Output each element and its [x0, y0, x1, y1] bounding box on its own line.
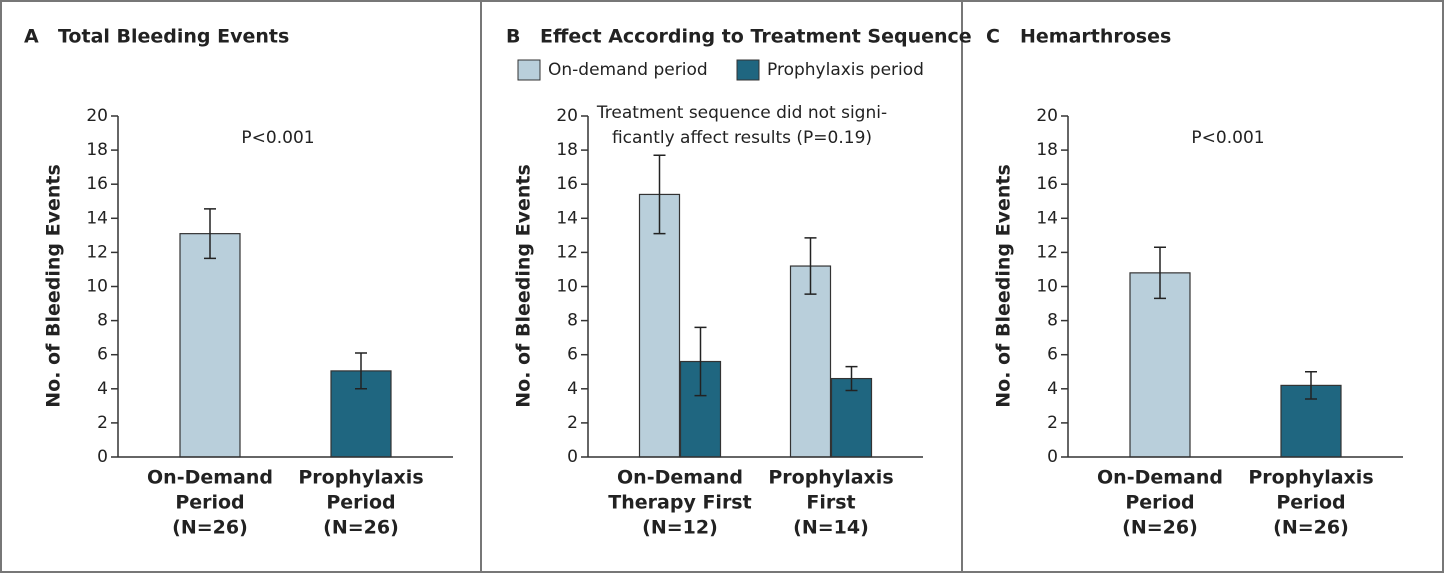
legend-label: On-demand period [548, 60, 708, 80]
y-tick-label: 12 [1036, 242, 1058, 262]
y-tick-label: 18 [86, 140, 108, 160]
y-tick-label: 14 [556, 208, 578, 228]
panel-letter: B [506, 26, 520, 48]
y-tick-label: 20 [1036, 106, 1058, 126]
y-tick-label: 12 [556, 242, 578, 262]
y-tick-label: 14 [1036, 208, 1058, 228]
y-axis-label: No. of Bleeding Events [513, 164, 535, 408]
y-tick-label: 2 [97, 413, 108, 433]
annotation: Treatment sequence did not signi- [596, 103, 887, 123]
y-tick-label: 16 [1036, 174, 1058, 194]
x-tick-label: Period [326, 492, 395, 514]
y-tick-label: 4 [567, 379, 578, 399]
y-tick-label: 8 [1047, 311, 1058, 331]
error-bar [653, 154, 666, 235]
y-tick-label: 4 [97, 379, 108, 399]
panel-title: Total Bleeding Events [58, 26, 289, 48]
bar [638, 193, 681, 458]
x-tick-label: (N=12) [642, 517, 718, 539]
x-tick-label: On-Demand [617, 467, 743, 489]
y-tick-label: 6 [567, 345, 578, 365]
x-tick-label: (N=26) [1273, 517, 1349, 539]
bar [1129, 272, 1191, 458]
x-tick-label: Prophylaxis [298, 467, 423, 489]
y-tick-label: 10 [1036, 277, 1058, 297]
x-tick-label: Prophylaxis [1248, 467, 1373, 489]
x-tick-label: (N=26) [1122, 517, 1198, 539]
x-tick-label: On-Demand [1097, 467, 1223, 489]
x-tick-label: Period [1276, 492, 1345, 514]
x-tick-label: Period [175, 492, 244, 514]
y-tick-label: 18 [556, 140, 578, 160]
y-tick-label: 0 [1047, 447, 1058, 467]
y-tick-label: 4 [1047, 379, 1058, 399]
x-tick-label: Prophylaxis [768, 467, 893, 489]
x-tick-label: Period [1125, 492, 1194, 514]
bar [179, 233, 241, 458]
y-tick-label: 16 [556, 174, 578, 194]
y-tick-label: 18 [1036, 140, 1058, 160]
x-tick-label: (N=14) [793, 517, 869, 539]
y-tick-label: 10 [556, 277, 578, 297]
panel-title: Hemarthroses [1020, 26, 1171, 48]
y-tick-label: 2 [1047, 413, 1058, 433]
error-bar [694, 326, 707, 397]
bar [789, 265, 832, 458]
y-tick-label: 2 [567, 413, 578, 433]
y-tick-label: 6 [1047, 345, 1058, 365]
y-tick-label: 16 [86, 174, 108, 194]
panel-letter: C [986, 26, 1000, 48]
annotation: P<0.001 [1191, 128, 1264, 148]
annotation: ficantly affect results (P=0.19) [612, 128, 872, 148]
y-tick-label: 20 [86, 106, 108, 126]
error-bar [845, 365, 858, 392]
y-tick-label: 20 [556, 106, 578, 126]
panel-letter: A [24, 26, 39, 48]
y-tick-label: 12 [86, 242, 108, 262]
y-axis-label: No. of Bleeding Events [993, 164, 1015, 408]
panel-title: Effect According to Treatment Sequence [540, 26, 972, 48]
y-tick-label: 0 [567, 447, 578, 467]
legend-swatch [517, 59, 541, 81]
x-tick-label: (N=26) [172, 517, 248, 539]
error-bar [1305, 371, 1317, 400]
legend-swatch [736, 59, 760, 81]
x-tick-label: First [806, 492, 855, 514]
y-tick-label: 0 [97, 447, 108, 467]
error-bar [1154, 246, 1166, 300]
x-tick-label: On-Demand [147, 467, 273, 489]
error-bar [204, 208, 216, 260]
error-bar [355, 352, 367, 390]
y-tick-label: 8 [567, 311, 578, 331]
x-tick-label: Therapy First [608, 492, 751, 514]
y-tick-label: 6 [97, 345, 108, 365]
error-bar [804, 237, 817, 295]
x-tick-label: (N=26) [323, 517, 399, 539]
y-tick-label: 10 [86, 277, 108, 297]
legend-label: Prophylaxis period [767, 60, 924, 80]
annotation: P<0.001 [241, 128, 314, 148]
y-tick-label: 14 [86, 208, 108, 228]
y-tick-label: 8 [97, 311, 108, 331]
y-axis-label: No. of Bleeding Events [43, 164, 65, 408]
